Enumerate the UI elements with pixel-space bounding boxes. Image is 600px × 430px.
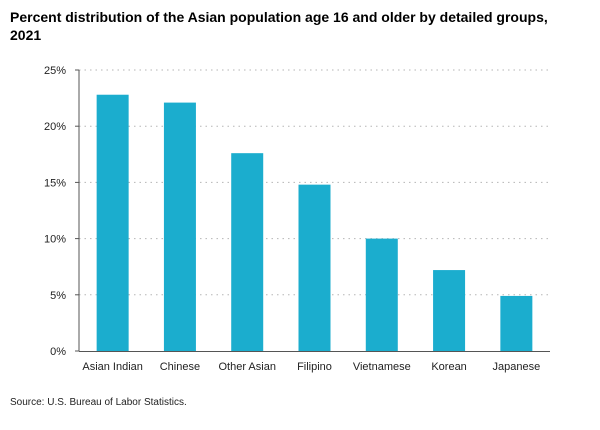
y-tick-label: 15% [44,177,66,189]
y-tick-label: 25% [44,65,66,77]
gridlines [79,69,550,296]
y-tick-label: 0% [50,346,66,358]
bar-other-asian [231,153,264,351]
y-tick-label: 10% [44,234,66,246]
bar-chinese [163,102,196,351]
bar-korean [433,270,466,351]
chart-title: Percent distribution of the Asian popula… [10,9,548,43]
tick-labels: 0% 5% 10% 15% 20% 25% Asian Indian Chinese Other… [44,65,540,373]
bar-japanese [500,295,533,351]
x-tick-label: Other Asian [218,361,275,373]
bar-asian-indian [96,94,129,351]
x-tick-label: Asian Indian [82,361,143,373]
source-note: Source: U.S. Bureau of Labor Statistics. [10,397,187,408]
x-tick-label: Japanese [492,361,540,373]
x-tick-label: Vietnamese [353,361,411,373]
x-tick-label: Korean [431,361,466,373]
bar-vietnamese [365,238,398,351]
y-tick-label: 20% [44,121,66,133]
x-tick-label: Chinese [160,361,200,373]
axes [75,69,550,352]
x-tick-label: Filipino [297,361,332,373]
y-tick-label: 5% [50,290,66,302]
bars [96,94,533,351]
bar-filipino [298,184,331,351]
